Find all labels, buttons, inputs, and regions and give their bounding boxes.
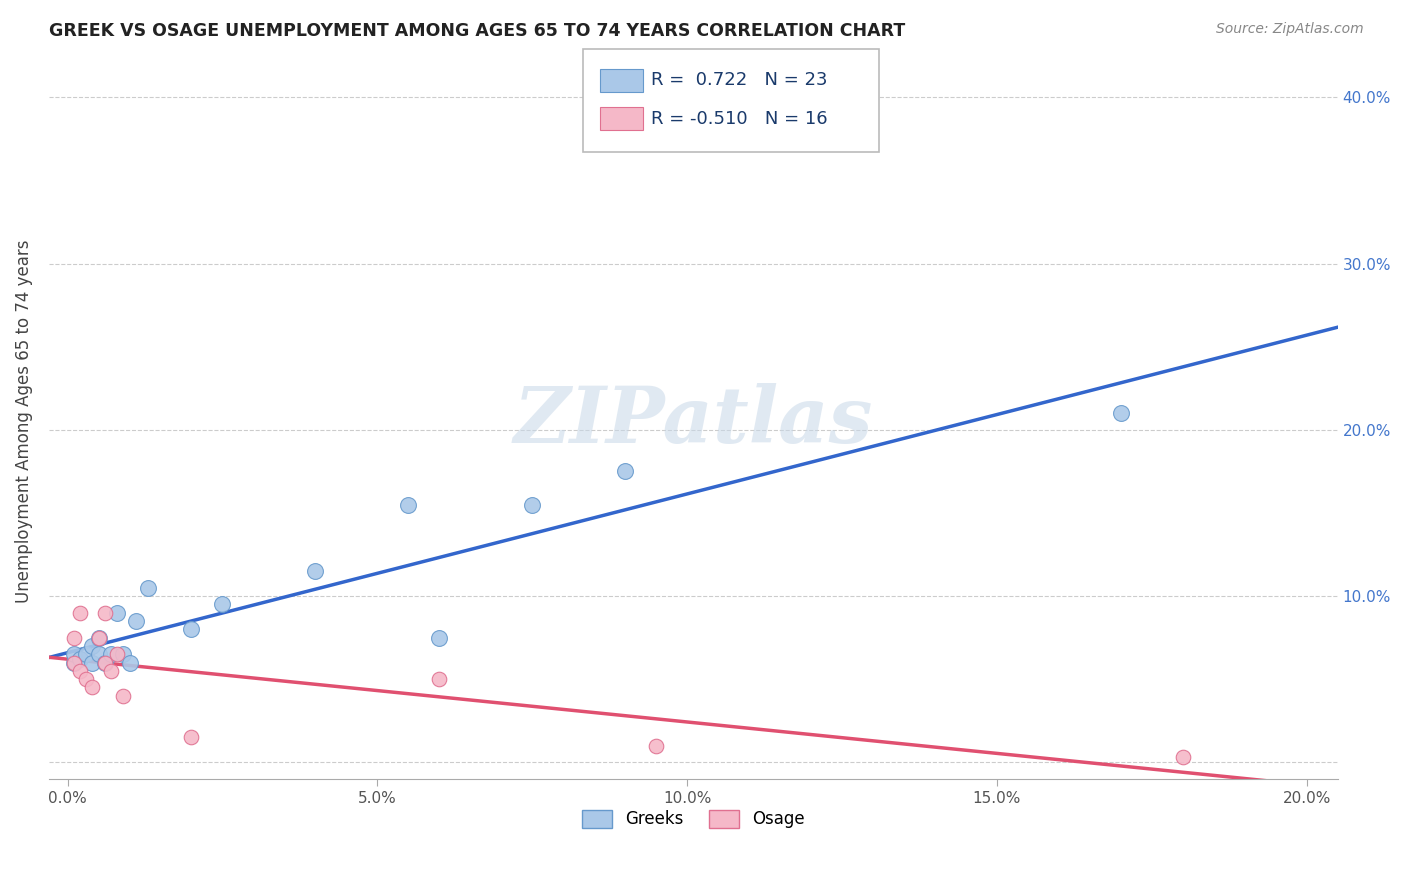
Point — [1171, 750, 1194, 764]
Point — [396, 498, 419, 512]
Point — [75, 672, 97, 686]
Point — [180, 731, 202, 745]
Point — [427, 631, 450, 645]
Point — [93, 606, 115, 620]
Point — [100, 647, 122, 661]
Point — [522, 498, 544, 512]
Y-axis label: Unemployment Among Ages 65 to 74 years: Unemployment Among Ages 65 to 74 years — [15, 240, 32, 603]
Point — [136, 581, 159, 595]
Point — [105, 647, 128, 661]
Point — [87, 631, 110, 645]
Point — [105, 606, 128, 620]
Point — [118, 656, 141, 670]
Text: Source: ZipAtlas.com: Source: ZipAtlas.com — [1216, 22, 1364, 37]
Point — [69, 664, 91, 678]
Point — [211, 598, 233, 612]
Text: ZIPatlas: ZIPatlas — [513, 384, 873, 459]
Point — [93, 656, 115, 670]
Point — [62, 656, 84, 670]
Text: R =  0.722   N = 23: R = 0.722 N = 23 — [651, 71, 828, 89]
Point — [69, 652, 91, 666]
Point — [62, 647, 84, 661]
Text: GREEK VS OSAGE UNEMPLOYMENT AMONG AGES 65 TO 74 YEARS CORRELATION CHART: GREEK VS OSAGE UNEMPLOYMENT AMONG AGES 6… — [49, 22, 905, 40]
Point — [75, 647, 97, 661]
Point — [125, 614, 148, 628]
Point — [614, 464, 637, 478]
Point — [427, 672, 450, 686]
Point — [180, 622, 202, 636]
Point — [69, 606, 91, 620]
Point — [62, 656, 84, 670]
Point — [645, 739, 668, 753]
Point — [62, 631, 84, 645]
Text: R = -0.510   N = 16: R = -0.510 N = 16 — [651, 110, 828, 128]
Point — [87, 631, 110, 645]
Point — [112, 689, 135, 703]
Point — [93, 656, 115, 670]
Point — [112, 647, 135, 661]
Legend: Greeks, Osage: Greeks, Osage — [575, 803, 811, 835]
Point — [82, 639, 104, 653]
Point — [82, 656, 104, 670]
Point — [304, 564, 326, 578]
Point — [1109, 406, 1132, 420]
Point — [87, 647, 110, 661]
Point — [100, 664, 122, 678]
Point — [82, 681, 104, 695]
